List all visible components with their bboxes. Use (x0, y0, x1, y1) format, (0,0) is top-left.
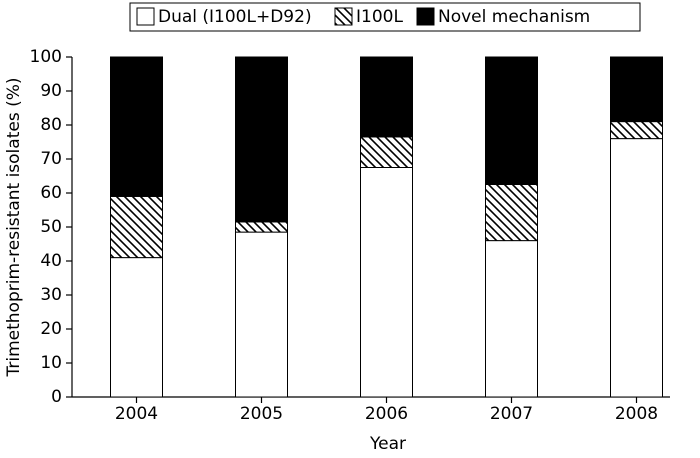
y-tick-label: 90 (40, 81, 62, 101)
bar-segment (360, 56, 413, 138)
bar-segment (485, 184, 538, 242)
bar-segment (110, 56, 163, 197)
y-tick-label: 60 (40, 183, 62, 203)
y-tick-label: 0 (51, 387, 62, 407)
bar-segment (110, 257, 163, 398)
bar-segment (610, 138, 663, 398)
y-axis-label: Trimethoprim-resistant isolates (%) (4, 77, 24, 377)
legend-label: Novel mechanism (438, 7, 590, 27)
y-tick-label: 80 (40, 115, 62, 135)
legend-swatch (136, 7, 155, 26)
y-tick-label: 40 (40, 251, 62, 271)
y-tick-label: 30 (40, 285, 62, 305)
bar-segment (485, 56, 538, 185)
bar-segment (110, 195, 163, 259)
x-tick-label: 2006 (365, 404, 408, 424)
x-tick-label: 2007 (490, 404, 533, 424)
bar-segment (360, 167, 413, 398)
legend-swatch (334, 7, 353, 26)
x-tick-label: 2005 (240, 404, 283, 424)
bar-segment (235, 221, 288, 233)
y-tick-label: 20 (40, 319, 62, 339)
y-tick-label: 10 (40, 353, 62, 373)
bar-segment (610, 56, 663, 123)
legend-label: I100L (356, 7, 403, 27)
y-tick-label: 50 (40, 217, 62, 237)
y-tick-label: 70 (40, 149, 62, 169)
x-axis-label: Year (369, 434, 406, 454)
legend-box (129, 2, 641, 32)
y-tick-label: 100 (30, 47, 62, 67)
bar-segment (610, 121, 663, 140)
x-tick-label: 2004 (115, 404, 158, 424)
legend-swatch (416, 7, 435, 26)
x-tick-label: 2008 (615, 404, 658, 424)
bar-segment (360, 136, 413, 168)
bar-segment (485, 240, 538, 398)
bar-segment (235, 231, 288, 398)
legend-label: Dual (I100L+D92) (158, 7, 312, 27)
bar-segment (235, 56, 288, 223)
